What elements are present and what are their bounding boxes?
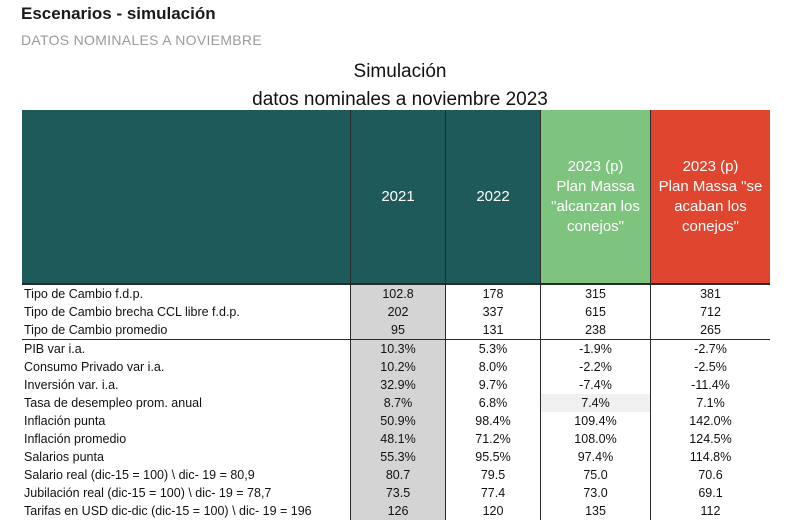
header-label-cell <box>22 110 351 283</box>
cell-2023-alcanzan: 109.4% <box>541 412 651 430</box>
simulation-table: 2021 2022 2023 (p) Plan Massa "alcanzan … <box>22 110 770 520</box>
cell-2022: 77.4 <box>446 484 541 502</box>
page-subtitle: DATOS NOMINALES A NOVIEMBRE <box>21 32 262 48</box>
cell-2023-alcanzan: 315 <box>541 285 651 303</box>
cell-2021: 32.9% <box>351 376 446 394</box>
header-2023-alcanzan-line: "alcanzan los <box>551 197 640 215</box>
cell-2021: 102.8 <box>351 285 446 303</box>
table-title-line2: datos nominales a noviembre 2023 <box>252 89 548 110</box>
cell-2022: 8.0% <box>446 358 541 376</box>
cell-2023-acaban: 112 <box>700 504 721 518</box>
cell-2023-acaban: 114.8% <box>689 450 732 464</box>
cell-2023-alcanzan: 7.4% <box>541 394 651 412</box>
table-row: Salario real (dic-15 = 100) \ dic- 19 = … <box>22 466 770 484</box>
header-2023-acaban-line: conejos" <box>681 217 740 235</box>
table-row: Salarios punta 55.3% 95.5% 97.4% 114.8% <box>22 448 770 466</box>
cell-2023-alcanzan: 615 <box>541 303 651 321</box>
cell-2021: 50.9% <box>351 412 446 430</box>
cell-2023-acaban: 124.5% <box>689 432 732 446</box>
header-2023-acaban-line: acaban los <box>674 197 747 215</box>
cell-2023-acaban: -11.4% <box>691 378 730 392</box>
row-label: Tipo de Cambio f.d.p. <box>22 285 351 303</box>
cell-2022: 95.5% <box>446 448 541 466</box>
header-2023-acaban-line: Plan Massa "se <box>658 177 763 195</box>
cell-2023-acaban: 381 <box>700 287 721 301</box>
row-label: Inflación punta <box>22 412 351 430</box>
cell-2023-alcanzan: 135 <box>541 502 651 520</box>
table-row: Tipo de Cambio promedio 95 131 238 265 <box>22 321 770 339</box>
cell-2022: 71.2% <box>446 430 541 448</box>
table-row: Inflación promedio 48.1% 71.2% 108.0% 12… <box>22 430 770 448</box>
table-row: Tipo de Cambio brecha CCL libre f.d.p. 2… <box>22 303 770 321</box>
page-title: Escenarios - simulación <box>21 4 216 23</box>
cell-2021: 10.3% <box>351 340 446 358</box>
cell-2023-alcanzan: -2.2% <box>541 358 651 376</box>
table-row: PIB var i.a. 10.3% 5.3% -1.9% -2.7% <box>22 339 770 358</box>
row-label: Tipo de Cambio brecha CCL libre f.d.p. <box>22 303 351 321</box>
cell-2023-acaban: 265 <box>700 323 721 337</box>
cell-2023-alcanzan: 238 <box>541 321 651 339</box>
cell-2021: 126 <box>351 502 446 520</box>
table-row: Inflación punta 50.9% 98.4% 109.4% 142.0… <box>22 412 770 430</box>
cell-2023-acaban: -2.5% <box>694 360 727 374</box>
cell-2023-alcanzan: 75.0 <box>541 466 651 484</box>
cell-2022: 98.4% <box>446 412 541 430</box>
row-label: Jubilación real (dic-15 = 100) \ dic- 19… <box>22 484 351 502</box>
table-row: Inversión var. i.a. 32.9% 9.7% -7.4% -11… <box>22 376 770 394</box>
row-label: Tipo de Cambio promedio <box>22 321 351 339</box>
cell-2021: 95 <box>351 321 446 339</box>
row-label: Tasa de desempleo prom. anual <box>22 394 351 412</box>
table-title-line1: Simulación <box>353 61 447 82</box>
cell-2022: 79.5 <box>446 466 541 484</box>
cell-2021: 48.1% <box>351 430 446 448</box>
header-2023-alcanzan-line: Plan Massa <box>556 177 635 195</box>
cell-2022: 131 <box>446 321 541 339</box>
table-header-row: 2021 2022 2023 (p) Plan Massa "alcanzan … <box>22 110 770 283</box>
cell-2021: 202 <box>351 303 446 321</box>
table-title: Simulación datos nominales a noviembre 2… <box>0 58 800 114</box>
header-2023-alcanzan: 2023 (p) Plan Massa "alcanzan los conejo… <box>541 110 651 283</box>
cell-2022: 5.3% <box>446 340 541 358</box>
cell-2023-alcanzan: -7.4% <box>541 376 651 394</box>
cell-2021: 55.3% <box>351 448 446 466</box>
header-2023-alcanzan-line: conejos" <box>566 217 625 235</box>
table-row: Tasa de desempleo prom. anual 8.7% 6.8% … <box>22 394 770 412</box>
cell-2023-alcanzan: 108.0% <box>541 430 651 448</box>
cell-2023-acaban: 142.0% <box>689 414 732 428</box>
cell-2021: 73.5 <box>351 484 446 502</box>
cell-2021: 8.7% <box>351 394 446 412</box>
header-2023-acaban-line: 2023 (p) <box>682 157 739 175</box>
header-2023-alcanzan-line: 2023 (p) <box>567 157 624 175</box>
row-label: Inversión var. i.a. <box>22 376 351 394</box>
cell-2023-alcanzan: 73.0 <box>541 484 651 502</box>
cell-2022: 6.8% <box>446 394 541 412</box>
table-row: Tarifas en USD dic-dic (dic-15 = 100) \ … <box>22 502 770 520</box>
cell-2023-acaban: 69.1 <box>698 486 723 500</box>
cell-2021: 80.7 <box>351 466 446 484</box>
header-2023-acaban: 2023 (p) Plan Massa "se acaban los conej… <box>651 110 770 283</box>
cell-2021: 10.2% <box>351 358 446 376</box>
header-2021: 2021 <box>351 110 446 283</box>
cell-2023-acaban: 712 <box>700 305 721 319</box>
row-label: Inflación promedio <box>22 430 351 448</box>
cell-2023-acaban: -2.7% <box>694 342 727 356</box>
cell-2023-alcanzan: -1.9% <box>541 340 651 358</box>
cell-2023-alcanzan: 97.4% <box>541 448 651 466</box>
cell-2023-acaban: 7.1% <box>696 396 725 410</box>
table-body: Tipo de Cambio f.d.p. 102.8 178 315 381 … <box>22 283 770 520</box>
row-label: Salarios punta <box>22 448 351 466</box>
row-label: Salario real (dic-15 = 100) \ dic- 19 = … <box>22 466 351 484</box>
cell-2022: 178 <box>446 285 541 303</box>
table-row: Tipo de Cambio f.d.p. 102.8 178 315 381 <box>22 285 770 303</box>
header-2022: 2022 <box>446 110 541 283</box>
cell-2022: 120 <box>446 502 541 520</box>
cell-2022: 9.7% <box>446 376 541 394</box>
table-row: Consumo Privado var i.a. 10.2% 8.0% -2.2… <box>22 358 770 376</box>
table-row: Jubilación real (dic-15 = 100) \ dic- 19… <box>22 484 770 502</box>
cell-2023-acaban: 70.6 <box>698 468 723 482</box>
row-label: Tarifas en USD dic-dic (dic-15 = 100) \ … <box>22 502 351 520</box>
cell-2022: 337 <box>446 303 541 321</box>
row-label: Consumo Privado var i.a. <box>22 358 351 376</box>
row-label: PIB var i.a. <box>22 340 351 358</box>
